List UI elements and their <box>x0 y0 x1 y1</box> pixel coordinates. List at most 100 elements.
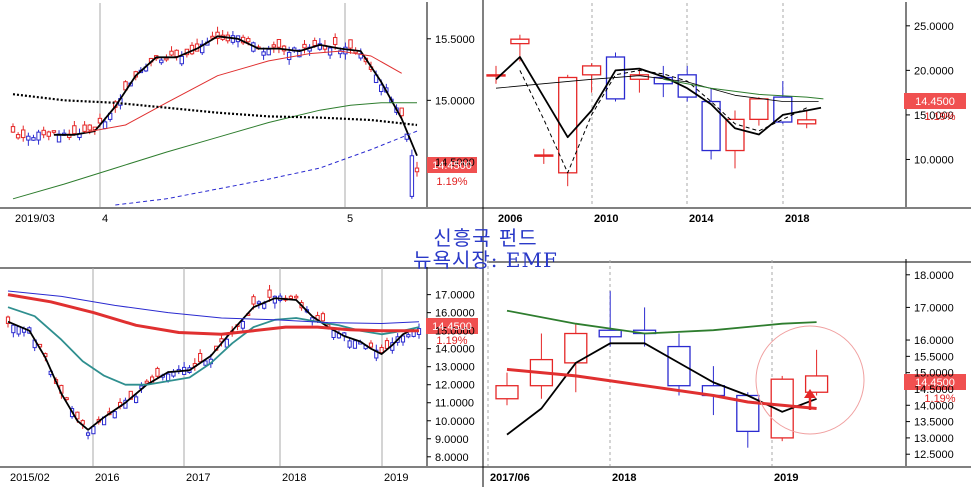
candle <box>240 318 245 333</box>
candle <box>276 39 282 54</box>
candle-body <box>317 43 323 50</box>
candle <box>56 130 62 143</box>
candle <box>134 393 139 404</box>
candle-body <box>332 37 338 45</box>
y-tick-label: 9.0000 <box>435 434 469 446</box>
price-label-box <box>427 157 477 173</box>
moving-average-line <box>7 293 419 336</box>
candle-body <box>384 340 390 349</box>
candle <box>343 42 348 60</box>
candle <box>182 362 187 375</box>
y-tick-label: 13.0000 <box>914 433 954 445</box>
y-tick-label: 13.0000 <box>435 362 475 374</box>
y-tick-label: 20.0000 <box>914 65 954 77</box>
candle-body <box>312 40 317 46</box>
candle-body <box>598 329 622 338</box>
y-tick-label: 14.5000 <box>914 384 954 396</box>
y-tick-label: 14.0000 <box>435 344 475 356</box>
candle-body <box>667 345 691 387</box>
candle <box>10 123 16 133</box>
candle-body <box>102 121 108 130</box>
candle <box>725 110 745 169</box>
candle <box>352 339 358 349</box>
candle-body <box>26 135 31 141</box>
moving-average-line <box>495 56 822 139</box>
candle <box>31 134 36 141</box>
candle <box>629 68 650 93</box>
candle-body <box>203 360 208 366</box>
candle <box>632 307 657 347</box>
candle <box>179 51 184 67</box>
candle-body <box>261 51 266 56</box>
moving-average-line <box>53 35 418 157</box>
candle <box>266 45 271 56</box>
candle-body <box>288 295 293 300</box>
change-percent: 1.19% <box>436 176 467 188</box>
candle-body <box>797 119 817 125</box>
candle <box>495 372 519 406</box>
moving-average-line <box>663 78 824 100</box>
candle <box>144 379 149 384</box>
y-tick-label: 14.5000 <box>435 157 475 169</box>
candle <box>26 132 31 146</box>
candle <box>486 65 506 84</box>
candle <box>773 81 793 124</box>
x-tick-label: 5 <box>347 213 353 225</box>
candle-body <box>159 59 164 64</box>
candle-body <box>87 124 92 131</box>
candle <box>598 291 622 347</box>
candle-body <box>246 38 251 43</box>
candle-body <box>144 380 149 384</box>
candle <box>271 41 277 53</box>
candle <box>406 332 411 339</box>
x-tick-label: 2016 <box>95 472 119 484</box>
candle-body <box>286 51 292 61</box>
y-tick-label: 12.5000 <box>914 449 954 461</box>
candle-body <box>486 74 506 77</box>
price-label-box <box>904 374 966 390</box>
candle <box>11 323 16 338</box>
title-line-1: 신흥국 펀드 <box>433 226 538 250</box>
candle-body <box>302 43 307 49</box>
x-tick-label: 2014 <box>689 213 714 225</box>
candle <box>85 431 91 440</box>
candle <box>701 366 726 416</box>
candle-body <box>271 44 277 48</box>
candle-body <box>379 347 384 354</box>
candle-body <box>166 373 171 382</box>
x-tick-label: 2010 <box>594 213 618 225</box>
candle-body <box>266 48 271 56</box>
candle-body <box>169 50 174 56</box>
change-percent: 1.19% <box>436 335 467 347</box>
moving-average-line <box>7 297 415 431</box>
highlight-circle <box>755 325 865 435</box>
candle-body <box>347 340 352 348</box>
candle-body <box>174 49 179 57</box>
moving-average-line <box>519 69 807 174</box>
candle <box>36 129 41 145</box>
y-tick-label: 10.0000 <box>914 154 954 166</box>
x-tick-label: 2019/03 <box>15 213 55 225</box>
candle-body <box>368 342 374 348</box>
price-label: 14.4500 <box>432 321 472 333</box>
panel-daily <box>10 2 477 207</box>
price-label-box <box>426 318 478 334</box>
y-tick-label: 25.0000 <box>914 21 954 33</box>
candle-body <box>10 126 16 133</box>
moving-average-line <box>115 130 418 206</box>
moving-average-line <box>506 309 817 335</box>
candle-body <box>5 316 11 325</box>
candle-body <box>75 411 80 420</box>
candle <box>112 411 117 419</box>
candle <box>400 334 406 346</box>
x-tick-label: 2019 <box>774 472 798 484</box>
moving-average-line <box>495 75 819 102</box>
candle <box>379 344 384 355</box>
candle-body <box>534 154 554 157</box>
y-tick-label: 8.0000 <box>435 452 469 464</box>
moving-average-line <box>7 306 420 386</box>
candle <box>176 365 181 375</box>
candle-body <box>46 131 51 137</box>
x-tick-label: 2018 <box>282 472 306 484</box>
